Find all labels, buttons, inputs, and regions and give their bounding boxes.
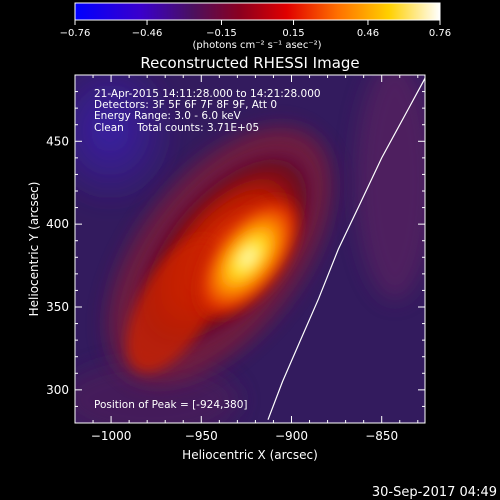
- annotation-time: 21-Apr-2015 14:11:28.000 to 14:21:28.000: [94, 88, 321, 100]
- x-tick-label: −850: [365, 429, 398, 443]
- x-tick-label: −950: [185, 429, 218, 443]
- colorbar-tick-label: −0.76: [60, 28, 91, 39]
- axis-ticks: −1000 −950 −900 −850 300 350 400 450: [46, 75, 425, 443]
- x-axis-label: Heliocentric X (arcsec): [182, 448, 318, 462]
- colorbar-ticks: −0.76 −0.46 −0.15 0.15 0.46 0.76: [60, 20, 451, 39]
- solar-limb: [267, 77, 425, 420]
- emission-core: [190, 191, 306, 324]
- colorbar: −0.76 −0.46 −0.15 0.15 0.46 0.76 (photons cm⁻…: [60, 2, 451, 51]
- colorbar-tick-label: 0.46: [357, 28, 379, 39]
- footer-timestamp: 30-Sep-2017 04:49: [372, 485, 497, 500]
- plot-area: [75, 75, 425, 423]
- chart-title: Reconstructed RHESSI Image: [140, 54, 359, 72]
- annotation-counts: Clean Total counts: 3.71E+05: [94, 122, 259, 134]
- colorbar-tick-label: −0.46: [132, 28, 163, 39]
- annotations: 21-Apr-2015 14:11:28.000 to 14:21:28.000…: [94, 88, 321, 411]
- y-tick-label: 300: [46, 383, 69, 397]
- annotation-energy: Energy Range: 3.0 - 6.0 keV: [94, 110, 242, 122]
- colorbar-tick-label: −0.15: [206, 28, 237, 39]
- x-tick-label: −900: [275, 429, 308, 443]
- colorbar-tick-label: 0.15: [282, 28, 304, 39]
- plot-frame: [74, 74, 426, 424]
- colorbar-gradient: [74, 2, 441, 21]
- y-axis-label: Heliocentric Y (arcsec): [27, 182, 41, 317]
- y-tick-label: 450: [46, 134, 69, 148]
- annotation-detectors: Detectors: 3F 5F 6F 7F 8F 9F, Att 0: [94, 99, 277, 111]
- x-tick-label: −1000: [91, 429, 132, 443]
- annotation-peak: Position of Peak = [-924,380]: [94, 399, 248, 411]
- colorbar-units: (photons cm⁻² s⁻¹ asec⁻²): [192, 40, 321, 51]
- upper-left-blue-region: [75, 75, 180, 210]
- y-tick-label: 350: [46, 300, 69, 314]
- y-tick-label: 400: [46, 217, 69, 231]
- emission-source: [108, 126, 332, 384]
- colorbar-tick-label: 0.76: [429, 28, 451, 39]
